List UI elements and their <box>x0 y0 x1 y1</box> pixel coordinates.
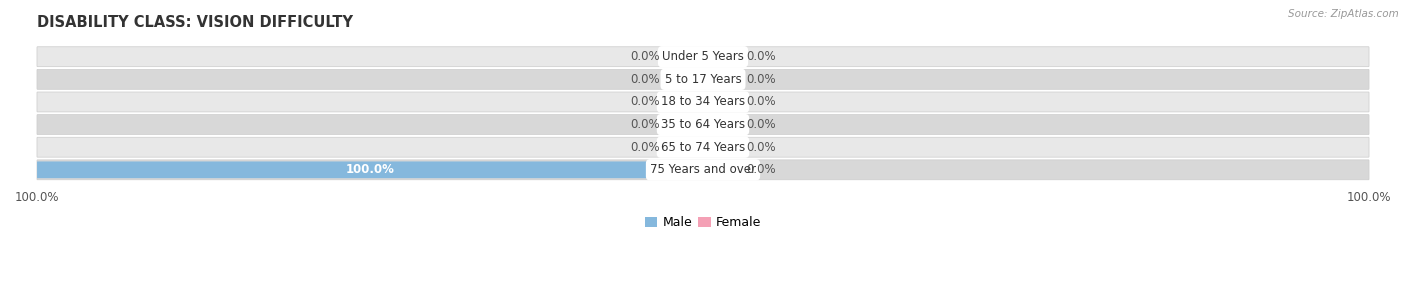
FancyBboxPatch shape <box>669 94 703 110</box>
FancyBboxPatch shape <box>37 115 1369 135</box>
FancyBboxPatch shape <box>37 47 1369 67</box>
FancyBboxPatch shape <box>703 161 737 178</box>
Text: 0.0%: 0.0% <box>630 118 659 131</box>
FancyBboxPatch shape <box>703 71 737 88</box>
Text: 0.0%: 0.0% <box>747 50 776 63</box>
FancyBboxPatch shape <box>703 48 737 65</box>
FancyBboxPatch shape <box>669 139 703 156</box>
Text: 100.0%: 100.0% <box>346 163 395 176</box>
Text: 0.0%: 0.0% <box>630 95 659 109</box>
FancyBboxPatch shape <box>703 116 737 133</box>
FancyBboxPatch shape <box>37 161 703 178</box>
Text: 75 Years and over: 75 Years and over <box>650 163 756 176</box>
Legend: Male, Female: Male, Female <box>640 211 766 235</box>
Text: 0.0%: 0.0% <box>747 73 776 86</box>
Text: DISABILITY CLASS: VISION DIFFICULTY: DISABILITY CLASS: VISION DIFFICULTY <box>37 15 353 30</box>
FancyBboxPatch shape <box>37 137 1369 157</box>
Text: 0.0%: 0.0% <box>747 95 776 109</box>
Text: 0.0%: 0.0% <box>630 73 659 86</box>
Text: 0.0%: 0.0% <box>747 118 776 131</box>
Text: 35 to 64 Years: 35 to 64 Years <box>661 118 745 131</box>
FancyBboxPatch shape <box>669 48 703 65</box>
Text: Source: ZipAtlas.com: Source: ZipAtlas.com <box>1288 9 1399 19</box>
FancyBboxPatch shape <box>703 139 737 156</box>
FancyBboxPatch shape <box>37 70 1369 89</box>
FancyBboxPatch shape <box>669 116 703 133</box>
FancyBboxPatch shape <box>37 92 1369 112</box>
Text: 0.0%: 0.0% <box>747 163 776 176</box>
Text: 0.0%: 0.0% <box>747 141 776 154</box>
Text: 0.0%: 0.0% <box>630 50 659 63</box>
Text: 18 to 34 Years: 18 to 34 Years <box>661 95 745 109</box>
Text: Under 5 Years: Under 5 Years <box>662 50 744 63</box>
FancyBboxPatch shape <box>703 94 737 110</box>
FancyBboxPatch shape <box>37 160 1369 180</box>
Text: 5 to 17 Years: 5 to 17 Years <box>665 73 741 86</box>
Text: 0.0%: 0.0% <box>630 141 659 154</box>
FancyBboxPatch shape <box>669 71 703 88</box>
Text: 65 to 74 Years: 65 to 74 Years <box>661 141 745 154</box>
